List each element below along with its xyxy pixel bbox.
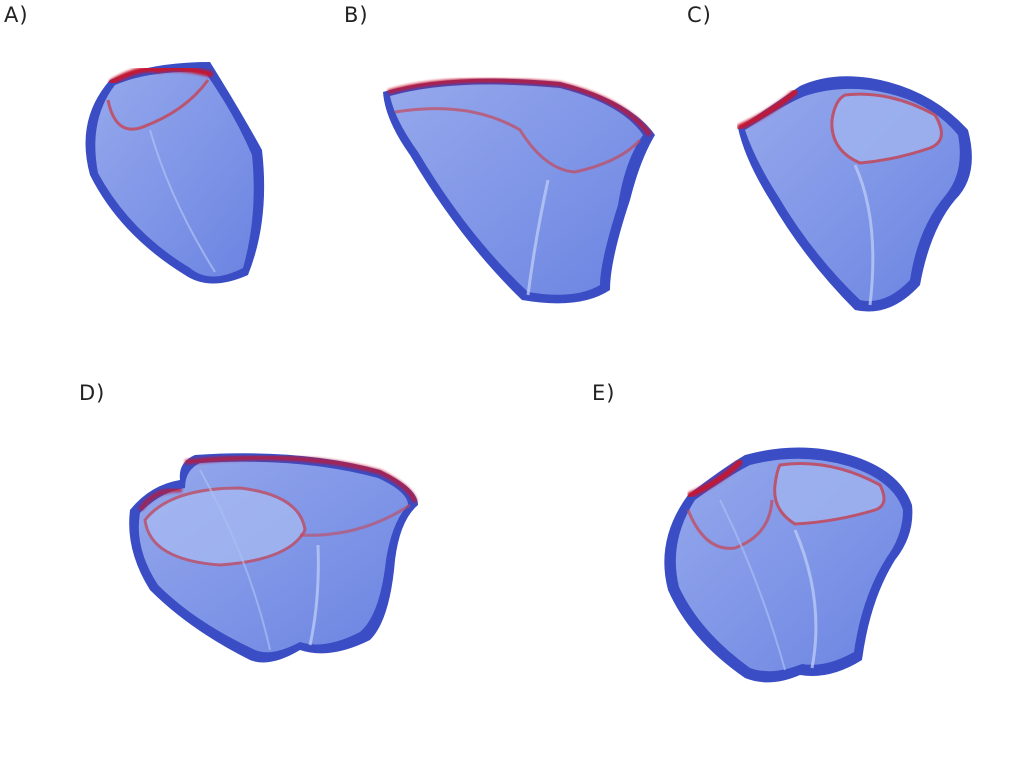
heart-mesh-c [737,76,972,312]
heart-mesh-b [383,77,655,304]
panel-label-c: C) [687,3,712,27]
panel-label-b: B) [344,3,369,27]
panel-label-a: A) [4,3,29,27]
heart-mesh-a [85,62,265,284]
panel-label-e: E) [592,381,616,405]
panel-label-d: D) [79,381,106,405]
heart-mesh-e [664,447,913,683]
heart-mesh-d [129,453,418,663]
